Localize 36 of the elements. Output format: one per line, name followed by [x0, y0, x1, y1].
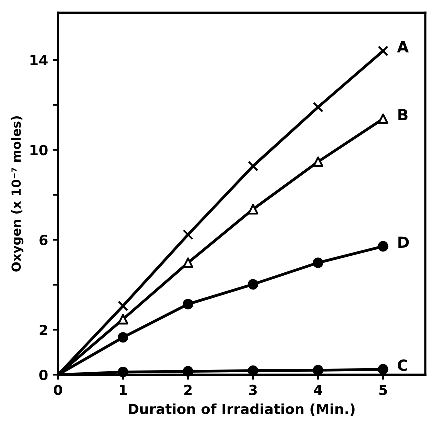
point [118, 332, 129, 343]
point [118, 366, 129, 378]
point [248, 366, 259, 376]
x-axis-title: Duration of Irradiation (Min.) [129, 404, 355, 416]
y-tick-label: 0 [40, 370, 48, 380]
x-tick-label: 5 [380, 385, 388, 396]
point [378, 114, 389, 124]
point [182, 230, 194, 240]
point [378, 46, 389, 56]
point [378, 241, 389, 252]
y-tick-label: 14 [30, 55, 48, 66]
point [378, 364, 389, 375]
x-tick-label: 0 [54, 384, 62, 396]
point [182, 299, 194, 310]
point [182, 366, 194, 377]
y-tick-label: 2 [40, 324, 48, 336]
series-label: D [398, 236, 410, 248]
x-tick-label: 1 [120, 385, 128, 396]
x-tick-label: 3 [249, 384, 258, 396]
point [313, 156, 324, 168]
point [248, 160, 259, 172]
point [248, 279, 259, 290]
point [313, 102, 324, 113]
series-label: B [398, 109, 408, 121]
x-tick-label: 2 [184, 384, 192, 396]
point [118, 300, 129, 312]
series-label: C [398, 360, 408, 372]
x-tick-label: 4 [314, 385, 323, 396]
y-tick-label: 10 [30, 145, 48, 156]
point [182, 258, 194, 268]
point [248, 204, 259, 215]
series-label: A [397, 41, 409, 53]
point [313, 258, 324, 268]
y-axis-title: Oxygen (x 10⁻⁷ moles) [11, 116, 24, 272]
y-tick-label: 6 [40, 235, 48, 246]
point [118, 314, 129, 325]
